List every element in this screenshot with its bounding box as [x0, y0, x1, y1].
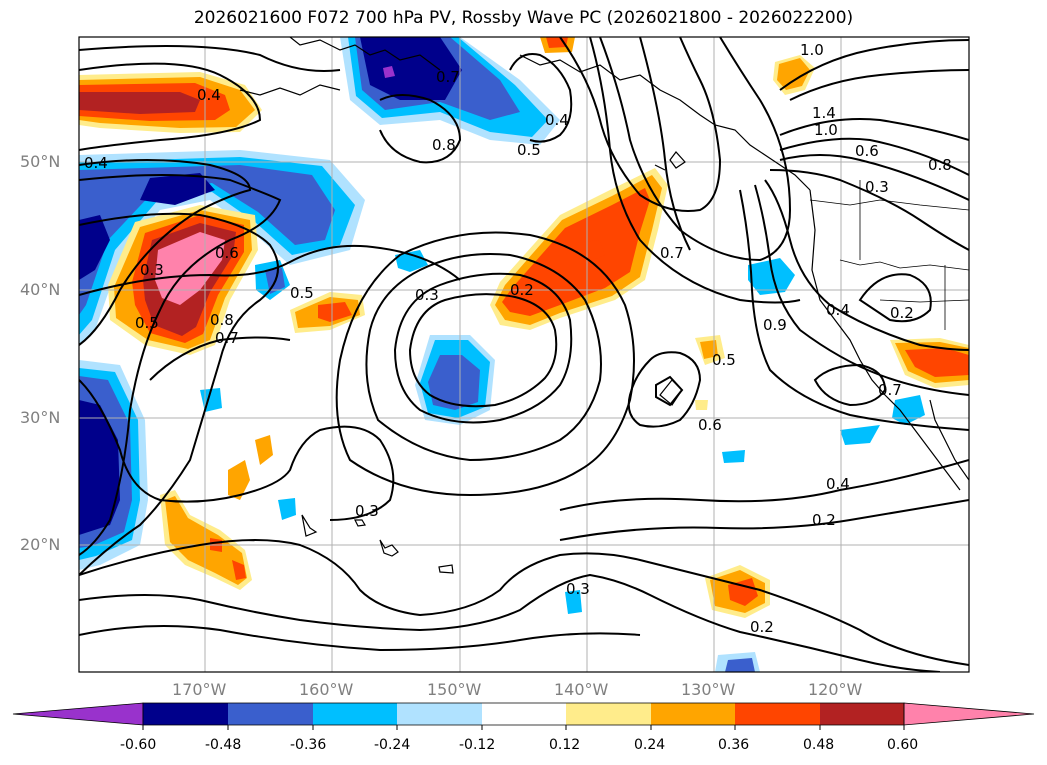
colorbar-label: -0.12 — [459, 737, 496, 753]
shade-pos-20 — [777, 58, 810, 90]
shade-neg-13 — [360, 37, 462, 100]
contour-label: 0.3 — [566, 580, 590, 598]
colorbar-label: -0.24 — [374, 737, 411, 753]
colorbar-swatch — [820, 703, 904, 725]
colorbar-swatch — [313, 703, 397, 725]
lat-label: 40°N — [20, 280, 61, 299]
colorbar-label: 0.60 — [887, 737, 919, 753]
colorbar-label: 0.12 — [549, 737, 581, 753]
colorbar-swatch — [143, 703, 228, 725]
pv-contours — [79, 37, 969, 672]
contour-label: 0.8 — [432, 136, 456, 154]
colorbar-label: -0.60 — [120, 737, 157, 753]
shade-neg-25 — [722, 450, 745, 463]
colorbar-swatch — [566, 703, 651, 725]
shade-neg-9 — [79, 400, 120, 535]
shade-pos-31 — [232, 560, 246, 580]
lon-label: 130°W — [681, 680, 736, 699]
map-title: 2026021600 F072 700 hPa PV, Rossby Wave … — [193, 8, 854, 28]
shade-neg-5 — [140, 173, 215, 205]
contour-label: 0.3 — [415, 286, 439, 304]
colorbar-swatch — [397, 703, 482, 725]
colorbar-extend-high — [903, 702, 1035, 726]
shade-neg-4 — [79, 215, 110, 280]
shade-pos-16 — [318, 302, 352, 322]
shade-neg-27 — [725, 658, 755, 672]
colorbar-label: 0.24 — [634, 737, 666, 753]
lat-label: 30°N — [20, 408, 61, 427]
contour-label: 0.4 — [84, 154, 108, 172]
contour-label: 0.2 — [510, 281, 534, 299]
shade-neg-18 — [395, 250, 428, 272]
colorbar-swatch — [651, 703, 735, 725]
colorbar-swatch — [482, 703, 566, 725]
contour-label: 1.4 — [812, 104, 836, 122]
lon-label: 170°W — [172, 680, 227, 699]
shade-pos-4 — [79, 92, 200, 114]
contour-label: 0.5 — [517, 141, 541, 159]
lon-label: 160°W — [299, 680, 354, 699]
shade-pos-28 — [728, 578, 758, 606]
contour-label: 0.7 — [660, 244, 684, 262]
contour-label: 0.6 — [698, 416, 722, 434]
contour-label: 0.5 — [712, 351, 736, 369]
contour-label: 0.3 — [355, 502, 379, 520]
shade-neg-24 — [565, 590, 582, 614]
contour-label: 0.2 — [812, 511, 836, 529]
contour-label: 0.4 — [826, 301, 850, 319]
map-frame — [78, 36, 970, 673]
colorbar-label: 0.36 — [718, 737, 750, 753]
contour-label: 0.4 — [545, 111, 569, 129]
contour-label: 0.8 — [210, 311, 234, 329]
shade-neg-3 — [79, 165, 335, 315]
lat-label: 20°N — [20, 535, 61, 554]
contour-label: 0.6 — [215, 244, 239, 262]
lat-label: 50°N — [20, 152, 61, 171]
contour-label: 0.2 — [750, 618, 774, 636]
contour-labels: 0.4 0.4 0.6 0.3 0.5 0.7 0.8 0.8 0.4 0.5 … — [84, 41, 952, 636]
shade-neg-17 — [428, 355, 480, 410]
contour-label: 0.7 — [436, 68, 460, 86]
gridlines — [79, 37, 969, 672]
contour-label: 0.5 — [135, 314, 159, 332]
shade-pos-23 — [905, 348, 969, 377]
contour-label: 1.0 — [800, 41, 824, 59]
contour-label: 0.9 — [763, 316, 787, 334]
contour-label: 0.8 — [928, 156, 952, 174]
lon-label: 140°W — [554, 680, 609, 699]
lon-label: 150°W — [427, 680, 482, 699]
contour-label: 0.3 — [140, 261, 164, 279]
colorbar-swatch — [228, 703, 313, 725]
contour-label: 0.2 — [890, 304, 914, 322]
colorbar-label: 0.48 — [803, 737, 835, 753]
contour-label: 1.0 — [814, 121, 838, 139]
lon-label: 120°W — [808, 680, 863, 699]
contour-label: 0.3 — [865, 178, 889, 196]
shade-pos-33 — [228, 460, 250, 500]
contour-label: 0.7 — [878, 381, 902, 399]
shade-neg-14 — [383, 66, 395, 78]
shade-pos-35 — [695, 400, 708, 410]
colorbar — [12, 702, 1035, 730]
colorbar-extend-low — [12, 702, 144, 726]
shade-neg-19 — [748, 258, 795, 295]
colorbar-label: -0.36 — [290, 737, 327, 753]
shade-pos-13 — [574, 240, 605, 262]
contour-label: 0.4 — [197, 86, 221, 104]
contour-label: 0.5 — [290, 284, 314, 302]
contour-label: 0.7 — [215, 329, 239, 347]
shade-pos-30 — [165, 496, 247, 585]
contour-label: 0.4 — [826, 475, 850, 493]
colorbar-swatch — [735, 703, 820, 725]
contour-label: 0.6 — [855, 142, 879, 160]
shade-neg-23 — [278, 498, 296, 520]
shade-neg-21 — [840, 425, 880, 445]
colorbar-label: -0.48 — [205, 737, 242, 753]
shade-pos-34 — [255, 435, 273, 465]
